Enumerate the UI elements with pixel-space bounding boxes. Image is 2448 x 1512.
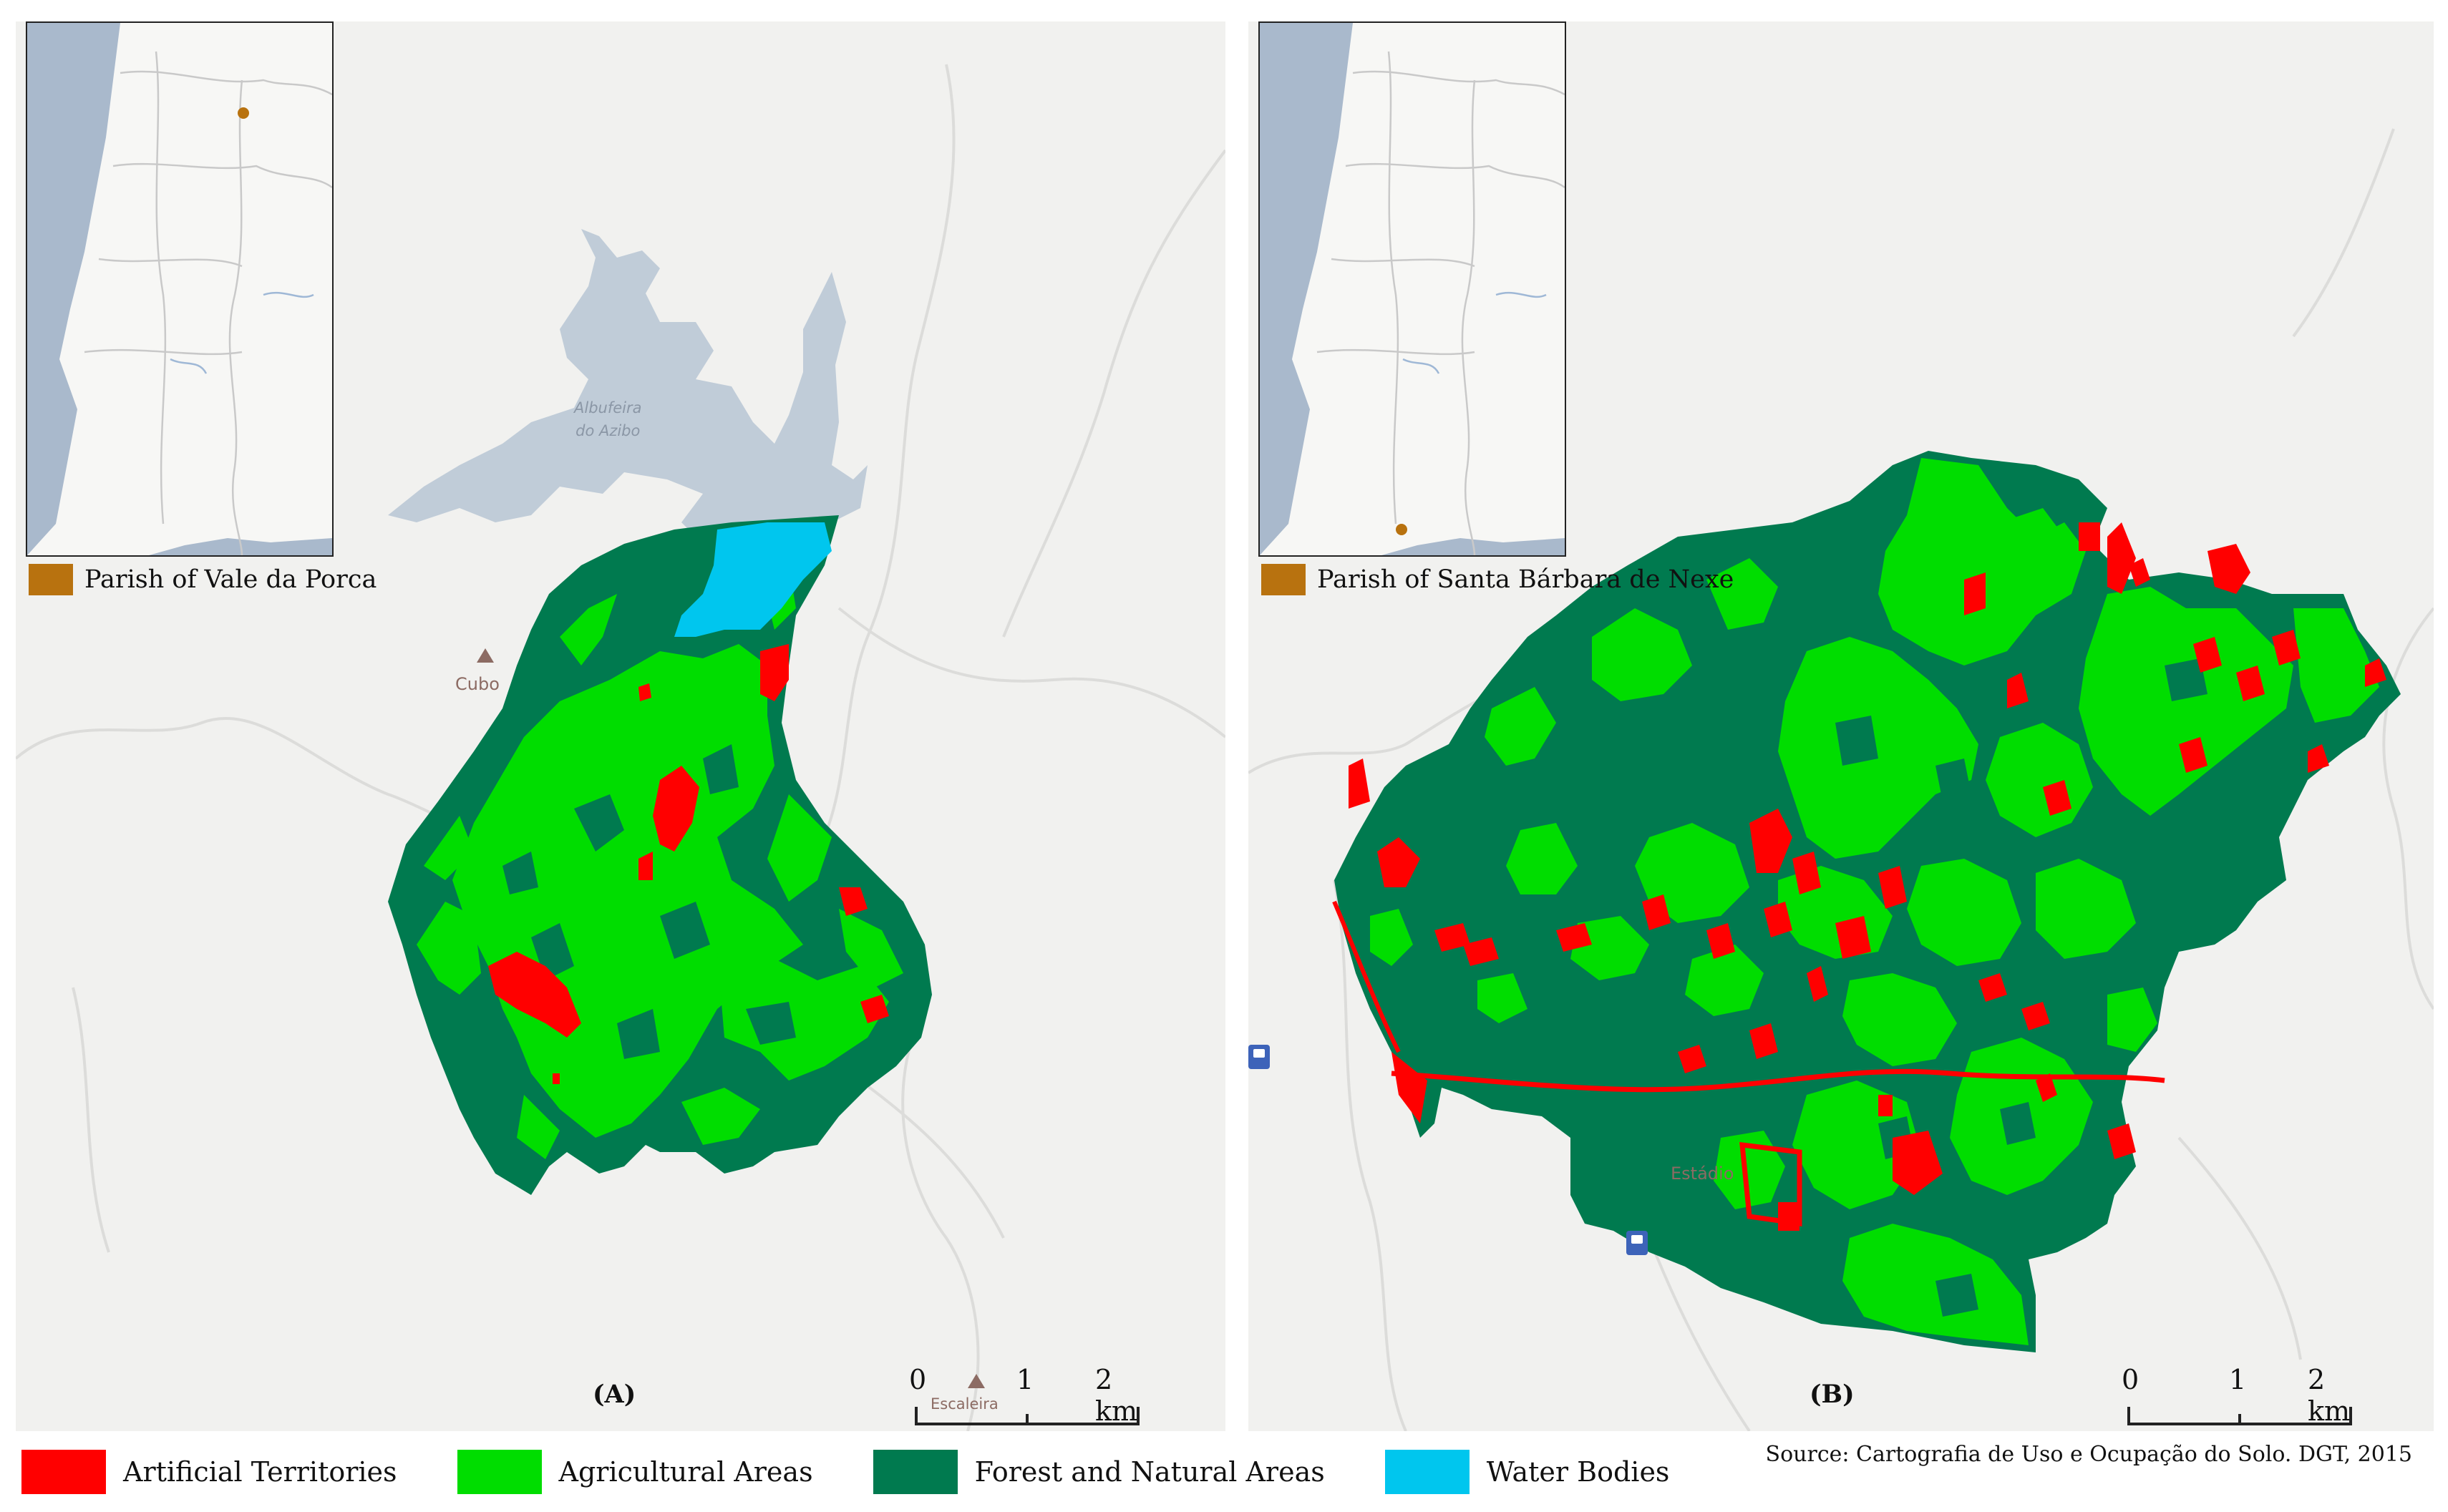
- parish-legend-label: Parish of Vale da Porca: [84, 565, 377, 594]
- parish-location-marker-a: [238, 107, 249, 119]
- panel-label-a: (A): [593, 1380, 636, 1409]
- inset-map-portugal-a: [26, 21, 334, 557]
- parish-legend-a: Parish of Vale da Porca: [29, 564, 377, 595]
- parish-swatch: [1261, 564, 1306, 595]
- scale-tick-2: 2 km: [1095, 1364, 1138, 1427]
- basemap-a: [16, 64, 1225, 1431]
- scale-tick-0: 0: [909, 1364, 927, 1395]
- place-label-escaleira: Escaleira: [931, 1395, 999, 1413]
- legend-swatch: [21, 1450, 106, 1494]
- artificial-patches-a: [488, 644, 889, 1084]
- scale-bar-a: 0 1 2 km: [909, 1364, 1152, 1431]
- scale-tick-0: 0: [2122, 1364, 2139, 1395]
- basemap-b: [1248, 128, 2434, 1431]
- legend-label: Forest and Natural Areas: [974, 1456, 1325, 1488]
- water-body-a: [674, 522, 832, 637]
- parish-location-marker-b: [1396, 524, 1407, 535]
- scale-tick-1: 1: [1016, 1364, 1034, 1395]
- place-label-estadio: Estádio: [1671, 1164, 1734, 1184]
- map-panel-b[interactable]: Estádio Parish of Santa Bárbara de Nexe: [1248, 21, 2434, 1431]
- parish-swatch: [29, 564, 73, 595]
- place-triangle-icon: [968, 1374, 985, 1388]
- lake-label: Albufeira do Azibo: [574, 399, 642, 439]
- parish-legend-b: Parish of Santa Bárbara de Nexe: [1261, 564, 1734, 595]
- scale-tick-1: 1: [2229, 1364, 2247, 1395]
- legend-swatch: [873, 1450, 958, 1494]
- legend-swatch: [1384, 1450, 1470, 1494]
- inset-map-portugal-b: [1258, 21, 1566, 557]
- legend-item-water: Water Bodies: [1384, 1450, 1670, 1494]
- legend-item-forest: Forest and Natural Areas: [873, 1450, 1325, 1494]
- artificial-patches-b: [1349, 522, 2386, 1195]
- legend-label: Artificial Territories: [123, 1456, 397, 1488]
- artificial-road-corridor: [1391, 1068, 2165, 1093]
- source-note: Source: Cartografia de Uso e Ocupação do…: [1765, 1442, 2412, 1467]
- parish-legend-label: Parish of Santa Bárbara de Nexe: [1317, 565, 1734, 594]
- scale-bar-b: 0 1 2 km: [2122, 1364, 2365, 1431]
- legend-item-artificial: Artificial Territories: [21, 1450, 397, 1494]
- legend-label: Agricultural Areas: [558, 1456, 813, 1488]
- bus-stop-icon: [1626, 1231, 1648, 1255]
- land-use-legend: Artificial Territories Agricultural Area…: [21, 1450, 1729, 1494]
- legend-label: Water Bodies: [1486, 1456, 1670, 1488]
- place-triangle-icon: [477, 648, 494, 663]
- panel-label-b: (B): [1810, 1380, 1855, 1409]
- map-panel-a[interactable]: Albufeira do Azibo Cubo Escaleira P: [16, 21, 1225, 1431]
- legend-swatch: [457, 1450, 542, 1494]
- reservoir-azibo: [388, 229, 868, 544]
- place-label-cubo: Cubo: [455, 674, 500, 694]
- bus-stop-icon: [1248, 1045, 1270, 1069]
- scale-tick-2: 2 km: [2308, 1364, 2351, 1427]
- legend-item-agricultural: Agricultural Areas: [457, 1450, 813, 1494]
